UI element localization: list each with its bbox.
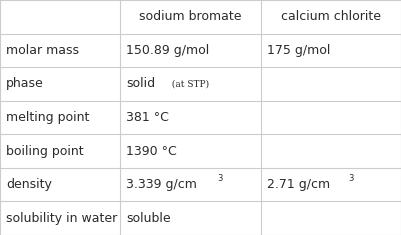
Text: calcium chlorite: calcium chlorite xyxy=(281,10,381,23)
Text: molar mass: molar mass xyxy=(6,44,79,57)
Text: 175 g/mol: 175 g/mol xyxy=(267,44,330,57)
Text: 3.339 g/cm: 3.339 g/cm xyxy=(126,178,197,191)
Text: 381 °C: 381 °C xyxy=(126,111,169,124)
Text: 150.89 g/mol: 150.89 g/mol xyxy=(126,44,210,57)
Text: (at STP): (at STP) xyxy=(166,79,209,88)
Text: soluble: soluble xyxy=(126,212,171,225)
Text: 3: 3 xyxy=(218,174,223,183)
Text: 3: 3 xyxy=(348,174,354,183)
Text: phase: phase xyxy=(6,77,44,90)
Text: density: density xyxy=(6,178,52,191)
Text: melting point: melting point xyxy=(6,111,89,124)
Text: sodium bromate: sodium bromate xyxy=(139,10,242,23)
Text: 2.71 g/cm: 2.71 g/cm xyxy=(267,178,330,191)
Text: boiling point: boiling point xyxy=(6,145,84,158)
Text: solid: solid xyxy=(126,77,156,90)
Text: solubility in water: solubility in water xyxy=(6,212,117,225)
Text: 1390 °C: 1390 °C xyxy=(126,145,177,158)
